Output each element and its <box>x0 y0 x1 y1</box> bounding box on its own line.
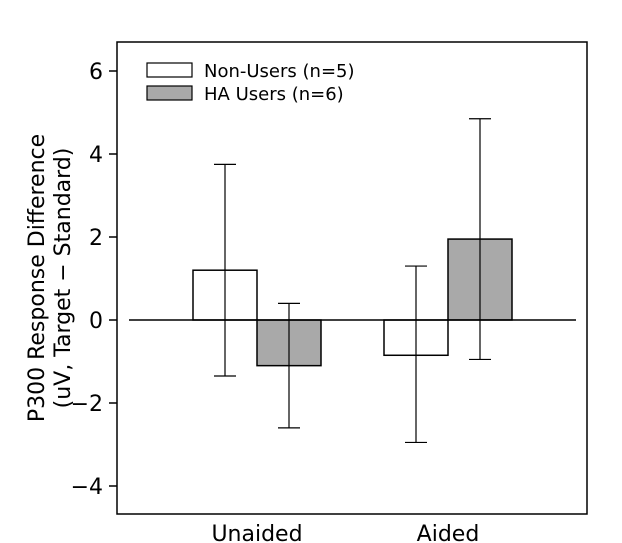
x-axis: Unaided Aided <box>211 522 479 543</box>
bars <box>192 238 513 367</box>
y-tick-label: 2 <box>89 226 103 251</box>
y-tick-label: −4 <box>71 475 103 500</box>
y-axis: 6 4 2 0 −2 −4 <box>71 60 117 500</box>
legend-label-non-users: Non-Users (n=5) <box>204 61 355 82</box>
y-tick-label: 6 <box>89 60 103 85</box>
legend: Non-Users (n=5) HA Users (n=6) <box>146 61 355 105</box>
y-tick-label: −2 <box>71 392 103 417</box>
error-bars <box>214 118 491 444</box>
legend-swatch-ha-users <box>146 85 193 101</box>
legend-label-ha-users: HA Users (n=6) <box>204 84 344 105</box>
y-tick-label: 0 <box>89 309 103 334</box>
legend-swatch-non-users <box>146 62 193 78</box>
y-tick-label: 4 <box>89 143 103 168</box>
y-axis-label-line1: P300 Response Difference <box>25 134 50 422</box>
plot-frame <box>116 41 588 515</box>
x-tick-label: Aided <box>417 522 480 543</box>
y-axis-label-line2: (uV, Target − Standard) <box>51 148 76 409</box>
x-tick-label: Unaided <box>211 522 302 543</box>
